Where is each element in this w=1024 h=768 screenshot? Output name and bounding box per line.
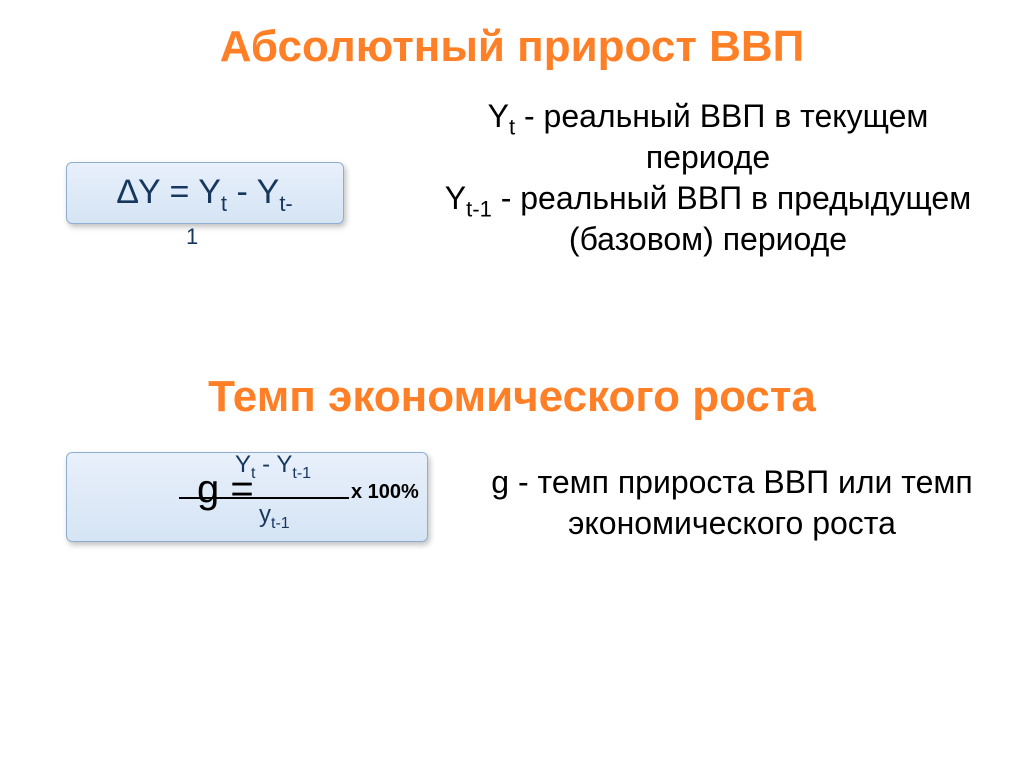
fraction-denominator: yt-1 bbox=[259, 501, 290, 529]
formula-growth-rate: Yt - Yt-1 g = yt-1 x 100% bbox=[66, 452, 428, 542]
formula-sub-tminus: t- bbox=[279, 191, 292, 216]
section2-title: Темп экономического роста bbox=[0, 372, 1024, 422]
formula-minus-y: - Y bbox=[227, 173, 279, 211]
yt-symbol: Y bbox=[488, 98, 509, 134]
num-mid: - Y bbox=[255, 451, 292, 478]
ytm1-symbol: Y bbox=[445, 180, 466, 216]
ytm1-text: - реальный ВВП в предыдущем (базовом) пе… bbox=[492, 180, 971, 257]
g-equals: g = bbox=[197, 467, 254, 512]
den-y: y bbox=[259, 501, 271, 528]
num-y2-sub: t-1 bbox=[292, 465, 311, 482]
ytm1-sub: t-1 bbox=[466, 196, 492, 221]
yt-text: - реальный ВВП в текущем периоде bbox=[515, 98, 928, 175]
g-symbol: g bbox=[491, 464, 509, 500]
formula-sub-one-overflow: 1 bbox=[186, 224, 198, 250]
formula-absolute-growth: ∆Y = Yt - Yt- bbox=[66, 162, 344, 224]
times-100-percent: x 100% bbox=[351, 481, 419, 504]
den-y-sub: t-1 bbox=[271, 515, 290, 532]
formula-delta-y: ∆Y = Y bbox=[117, 173, 221, 211]
section1-title: Абсолютный прирост ВВП bbox=[0, 22, 1024, 72]
section2-description: g - темп прироста ВВП или темп экономиче… bbox=[452, 462, 1012, 544]
g-text: - темп прироста ВВП или темп экономическ… bbox=[509, 464, 973, 541]
fraction-line bbox=[179, 497, 349, 499]
section1-description: Yt - реальный ВВП в текущем периоде Yt-1… bbox=[438, 96, 978, 260]
